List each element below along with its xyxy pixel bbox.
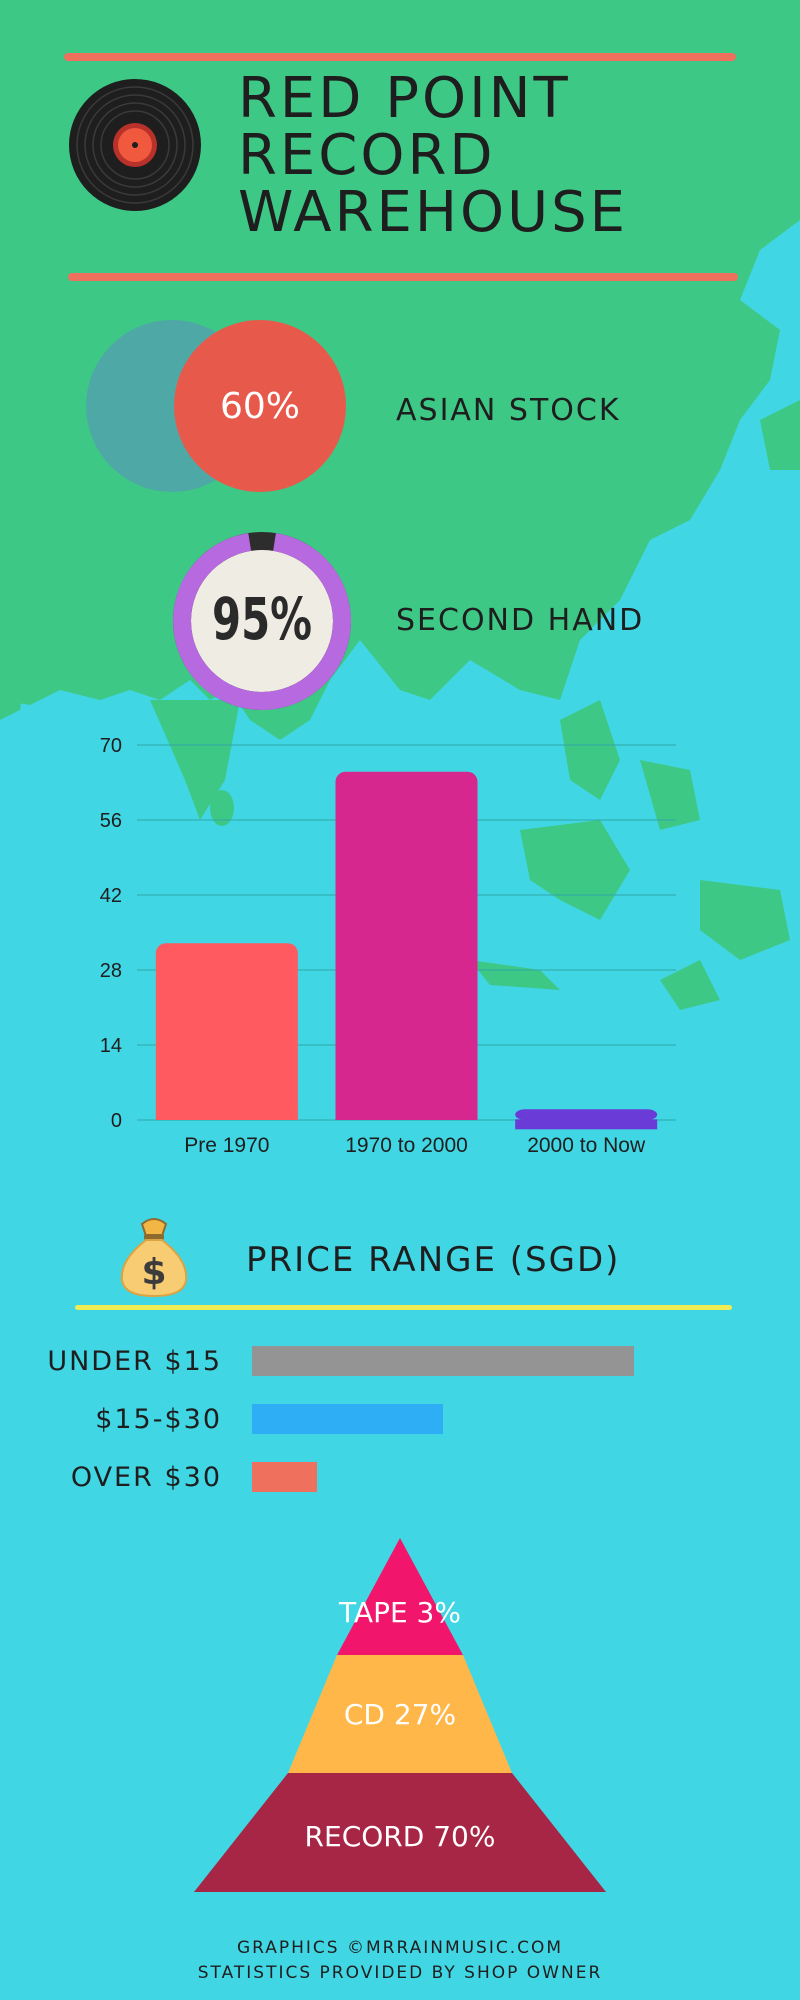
asian-stock-venn-graphic [86, 320, 346, 492]
y-tick-label: 0 [111, 1110, 122, 1132]
bar-base [335, 1110, 478, 1120]
second-hand-percent: 95% [212, 585, 312, 653]
y-tick-label: 28 [100, 960, 122, 982]
format-cd: CD 27% [343, 1698, 457, 1731]
pyramid-tier-0 [337, 1538, 463, 1655]
price-label-15-30: $15-$30 [95, 1404, 222, 1435]
bar-base [515, 1119, 658, 1130]
x-tick-label: Pre 1970 [184, 1134, 269, 1157]
pyramid-tier-2 [194, 1773, 606, 1892]
era-bar-chart: 0 14 28 42 56 70 Pre 1970 1970 to 2000 2000 to N… [100, 735, 676, 1157]
header-bottom-divider [68, 273, 738, 281]
format-tape: TAPE 3% [339, 1596, 461, 1629]
bar-pre-1970 [155, 943, 298, 1120]
asian-stock-label: ASIAN STOCK [396, 393, 621, 428]
second-hand-label: SECOND HAND [396, 603, 645, 638]
vinyl-record-icon [69, 79, 201, 211]
footer-source: STATISTICS PROVIDED BY SHOP OWNER [197, 1963, 603, 1983]
price-bar-over-30 [252, 1462, 317, 1492]
x-tick-label: 1970 to 2000 [345, 1134, 468, 1157]
second-hand-donut-graphic [173, 531, 351, 710]
y-tick-label: 56 [100, 810, 122, 832]
price-label-under-15: UNDER $15 [47, 1346, 222, 1377]
svg-text:$: $ [141, 1252, 166, 1293]
y-tick-label: 42 [100, 885, 122, 907]
price-divider [75, 1305, 732, 1310]
format-pyramid [194, 1538, 606, 1892]
pyramid-tier-1 [288, 1655, 512, 1773]
header-top-divider [64, 53, 736, 61]
bar-1970-to-2000 [335, 771, 478, 1120]
page-title: RED POINT RECORD WAREHOUSE [238, 66, 629, 245]
asian-stock-percent: 60% [219, 386, 300, 427]
price-bar-15-30 [252, 1404, 443, 1434]
price-label-over-30: OVER $30 [70, 1462, 222, 1493]
format-record: RECORD 70% [304, 1820, 496, 1853]
bar-2000-to-now [515, 1109, 658, 1120]
money-bag-icon: $ [120, 1218, 188, 1298]
x-tick-label: 2000 to Now [527, 1134, 646, 1157]
bar-base [155, 1110, 298, 1120]
y-tick-label: 70 [100, 735, 122, 757]
price-bar-under-15 [252, 1346, 634, 1376]
y-tick-label: 14 [100, 1035, 122, 1057]
footer-credit: GRAPHICS ©MRRAINMUSIC.COM [236, 1938, 564, 1958]
price-range-title: PRICE RANGE (SGD) [246, 1240, 621, 1280]
